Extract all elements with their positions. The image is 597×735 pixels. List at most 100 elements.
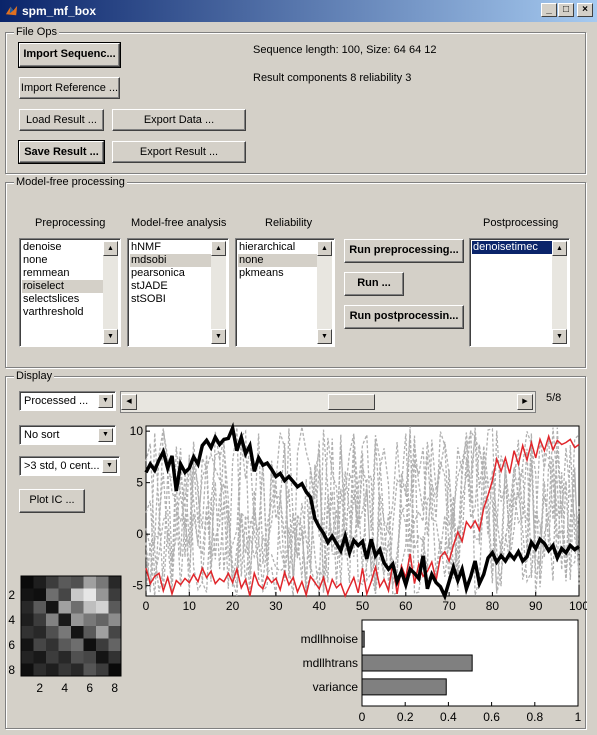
postprocessing-list-item[interactable]: denoisetimec (472, 241, 552, 254)
matrix-cell (46, 601, 59, 614)
x-tick-label: 0 (143, 599, 150, 613)
preprocessing-list-item[interactable]: remmean (23, 267, 70, 279)
chevron-down-icon[interactable]: ▼ (98, 394, 113, 408)
preprocessing-list-item[interactable]: none (23, 254, 48, 266)
scroll-down-icon[interactable]: ▼ (103, 329, 118, 344)
slider-thumb[interactable] (328, 394, 376, 410)
scroll-up-icon[interactable]: ▲ (552, 241, 567, 256)
matrix-x-tick-label: 6 (86, 681, 93, 695)
sort-popup[interactable]: No sort ▼ (19, 425, 116, 445)
matrix-cell (33, 613, 46, 626)
matrix-cell (58, 651, 71, 664)
preprocessing-listbox[interactable]: denoise none remmean roiselect selectslices v… (19, 238, 121, 347)
minimize-button[interactable]: _ (541, 3, 557, 17)
preprocessing-label: Preprocessing (35, 217, 106, 229)
chevron-down-icon[interactable]: ▼ (102, 459, 117, 473)
x-tick-label: 20 (226, 599, 240, 613)
maximize-button[interactable]: □ (558, 3, 574, 17)
slider-value-label: 5/8 (546, 392, 562, 404)
title-bar[interactable]: spm_mf_box _ □ × (0, 0, 597, 22)
reliability-scrollbar[interactable]: ▲ ▼ (317, 241, 332, 344)
export-data-button[interactable]: Export Data ... (112, 109, 246, 131)
import-sequence-button[interactable]: Import Sequenc... (18, 42, 121, 68)
series-lines (144, 422, 581, 601)
analysis-list-item[interactable]: stJADE (131, 280, 168, 292)
matrix-cell (33, 663, 46, 676)
threshold-popup[interactable]: >3 std, 0 cent... ▼ (19, 456, 120, 476)
chevron-down-icon[interactable]: ▼ (98, 428, 113, 442)
preprocessing-list-item[interactable]: denoise (23, 241, 62, 253)
reliability-list-item[interactable]: hierarchical (239, 241, 296, 253)
red-series-line (145, 433, 580, 598)
load-result-button[interactable]: Load Result ... (19, 109, 104, 131)
slider-right-icon[interactable]: ▶ (517, 394, 533, 410)
reliability-label: Reliability (265, 217, 313, 229)
analysis-list-item[interactable]: pearsonica (131, 267, 185, 279)
matrix-cell (83, 601, 96, 614)
matrix-cell (58, 663, 71, 676)
scroll-down-icon[interactable]: ▼ (317, 329, 332, 344)
matrix-x-tick-label: 8 (111, 681, 118, 695)
analysis-label: Model-free analysis (131, 217, 227, 229)
analysis-listbox[interactable]: hNMF mdsobi pearsonica stJADE stSOBI ▲ ▼ (127, 238, 229, 347)
matrix-cell (83, 651, 96, 664)
postprocessing-label: Postprocessing (483, 217, 559, 229)
matrix-cell (96, 663, 109, 676)
result-info-text: Result components 8 reliability 3 (253, 72, 412, 84)
bar-category-label: mdllhtrans (303, 656, 358, 670)
reliability-listbox[interactable]: hierarchical none pkmeans ▲ ▼ (235, 238, 335, 347)
matrix-cell (58, 588, 71, 601)
preprocessing-list-item[interactable]: roiselect (22, 280, 103, 293)
matrix-cells (20, 575, 122, 677)
analysis-list-item[interactable]: stSOBI (131, 293, 166, 305)
matrix-cell (33, 651, 46, 664)
display-title: Display (14, 370, 55, 382)
bar-ticks: 0 0.2 0.4 0.6 0.8 1 (359, 702, 582, 724)
matrix-cell (46, 576, 59, 589)
import-reference-button[interactable]: Import Reference ... (19, 77, 120, 99)
run-postprocessing-button[interactable]: Run postprocessin... (344, 305, 464, 329)
export-result-button[interactable]: Export Result ... (112, 141, 246, 163)
preprocessing-scrollbar[interactable]: ▲ ▼ (103, 241, 118, 344)
run-preprocessing-button[interactable]: Run preprocessing... (344, 239, 464, 263)
component-slider[interactable]: ◀ ▶ (120, 391, 536, 413)
scroll-up-icon[interactable]: ▲ (103, 241, 118, 256)
matrix-cell (83, 613, 96, 626)
matrix-cell (58, 638, 71, 651)
reliability-list-item[interactable]: pkmeans (239, 267, 284, 279)
preprocessing-list-item[interactable]: selectslices (23, 293, 80, 305)
matrix-cell (21, 601, 34, 614)
run-button[interactable]: Run ... (344, 272, 404, 296)
preprocessing-list-item[interactable]: varthreshold (23, 306, 84, 318)
matrix-cell (46, 651, 59, 664)
plot-ic-button[interactable]: Plot IC ... (19, 489, 85, 513)
file-ops-title: File Ops (14, 26, 59, 38)
matrix-cell (71, 588, 84, 601)
matrix-cell (21, 613, 34, 626)
matrix-cell (33, 601, 46, 614)
scroll-down-icon[interactable]: ▼ (552, 329, 567, 344)
analysis-list-item[interactable]: mdsobi (130, 254, 211, 267)
y-tick-label: 10 (130, 424, 144, 438)
bar-category-label: mdllhnoise (301, 632, 359, 646)
scroll-up-icon[interactable]: ▲ (211, 241, 226, 256)
matrix-cell (71, 626, 84, 639)
matrix-cell (71, 601, 84, 614)
scroll-up-icon[interactable]: ▲ (317, 241, 332, 256)
postprocessing-scrollbar[interactable]: ▲ ▼ (552, 241, 567, 344)
matrix-cell (108, 576, 121, 589)
analysis-scrollbar[interactable]: ▲ ▼ (211, 241, 226, 344)
reliability-list-item[interactable]: none (238, 254, 317, 267)
close-button[interactable]: × (577, 3, 593, 17)
display-mode-popup[interactable]: Processed ... ▼ (19, 391, 116, 411)
analysis-list-item[interactable]: hNMF (131, 241, 161, 253)
save-result-button[interactable]: Save Result ... (18, 140, 105, 164)
slider-left-icon[interactable]: ◀ (121, 394, 137, 410)
matrix-cell (83, 663, 96, 676)
matrix-cell (108, 626, 121, 639)
postprocessing-listbox[interactable]: denoisetimec ▲ ▼ (469, 238, 570, 347)
scroll-down-icon[interactable]: ▼ (211, 329, 226, 344)
matrix-cell (108, 638, 121, 651)
threshold-value: >3 std, 0 cent... (24, 460, 100, 472)
